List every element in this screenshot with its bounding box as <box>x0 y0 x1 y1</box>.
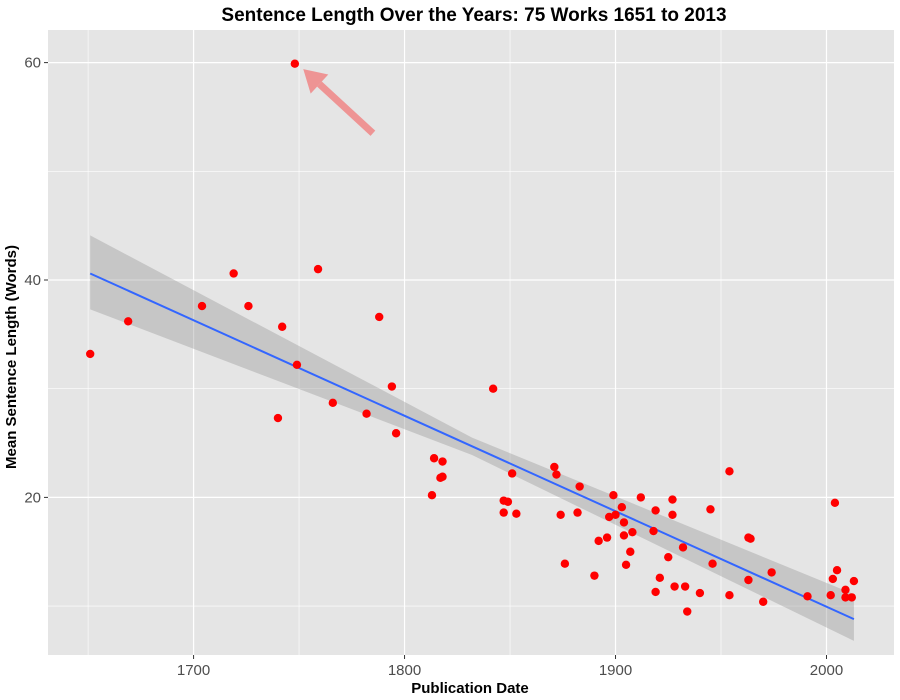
data-point <box>560 559 570 568</box>
x-tick-label: 1900 <box>599 662 632 679</box>
data-point <box>594 536 603 546</box>
data-point <box>826 591 835 600</box>
data-point <box>678 543 688 552</box>
arrow-head <box>303 69 329 94</box>
y-axis-title: Mean Sentence Length (Words) <box>3 245 20 469</box>
data-point <box>725 591 734 600</box>
data-point <box>708 559 717 568</box>
data-point <box>313 264 323 274</box>
data-point <box>429 454 439 463</box>
data-point <box>611 510 620 519</box>
data-point <box>626 547 635 556</box>
x-tick-label: 1800 <box>388 662 421 679</box>
data-point <box>387 382 397 391</box>
annotation-arrow <box>303 69 376 136</box>
major-gridlines <box>48 30 894 655</box>
data-point <box>573 508 582 517</box>
data-point <box>290 59 300 68</box>
data-point <box>602 533 612 542</box>
data-point <box>706 505 715 514</box>
trend-line <box>89 272 855 621</box>
confidence-band <box>90 235 854 641</box>
data-point <box>649 526 658 536</box>
data-point <box>841 585 850 594</box>
data-point <box>604 512 614 522</box>
data-point <box>123 317 133 326</box>
x-axis-ticks: 1700 1800 1900 2000 <box>177 655 843 679</box>
data-point <box>507 469 517 478</box>
y-tick-label: 40 <box>24 272 41 289</box>
data-point <box>292 360 302 369</box>
data-point <box>668 510 677 519</box>
y-tick-label: 20 <box>24 489 41 506</box>
data-point <box>668 495 677 504</box>
data-point <box>847 593 857 602</box>
data-point <box>438 457 447 466</box>
data-point <box>556 510 565 519</box>
data-point <box>767 568 776 577</box>
data-point <box>651 506 660 515</box>
data-point <box>229 269 238 278</box>
data-point <box>609 491 618 500</box>
data-point <box>680 582 690 591</box>
arrow-shaft <box>317 81 376 136</box>
y-tick-label: 60 <box>24 55 41 72</box>
data-point <box>841 593 850 602</box>
data-point <box>636 493 646 502</box>
data-point <box>758 597 768 606</box>
data-point <box>273 413 283 423</box>
data-point <box>664 552 673 562</box>
data-point <box>575 482 584 491</box>
data-point <box>744 575 753 585</box>
data-point <box>683 607 692 616</box>
data-point <box>512 509 521 518</box>
data-point <box>488 384 498 393</box>
x-axis-title: Publication Date <box>411 680 529 697</box>
data-point <box>197 301 207 311</box>
data-point <box>619 531 629 540</box>
data-point <box>746 534 755 543</box>
data-point <box>655 573 665 583</box>
data-point <box>695 588 705 598</box>
data-point <box>427 491 437 500</box>
data-point <box>244 301 253 311</box>
data-point <box>503 497 513 506</box>
minor-gridlines <box>48 30 894 655</box>
data-point <box>499 508 508 517</box>
data-point <box>362 409 371 418</box>
data-points <box>85 59 859 616</box>
chart-title: Sentence Length Over the Years: 75 Works… <box>221 5 726 26</box>
data-point <box>590 571 599 580</box>
data-point <box>85 349 95 359</box>
data-point <box>651 587 660 597</box>
data-point <box>849 576 859 586</box>
plot-panel <box>48 30 894 655</box>
x-tick-label: 1700 <box>177 662 210 679</box>
data-point <box>670 582 679 591</box>
data-point <box>725 467 734 476</box>
y-axis-ticks: 20 40 60 <box>24 55 48 506</box>
x-tick-label: 2000 <box>810 662 843 679</box>
data-point <box>328 398 338 408</box>
data-point <box>391 429 401 438</box>
data-point <box>830 498 840 508</box>
data-point <box>832 566 842 575</box>
data-point <box>619 518 629 527</box>
data-point <box>550 462 559 472</box>
data-point <box>628 527 637 537</box>
data-point <box>803 592 812 601</box>
data-point <box>375 312 384 322</box>
data-point <box>617 502 627 512</box>
data-point <box>438 472 447 481</box>
data-point <box>828 574 838 584</box>
data-point <box>621 560 631 569</box>
data-point <box>277 322 287 331</box>
data-point <box>552 470 561 479</box>
